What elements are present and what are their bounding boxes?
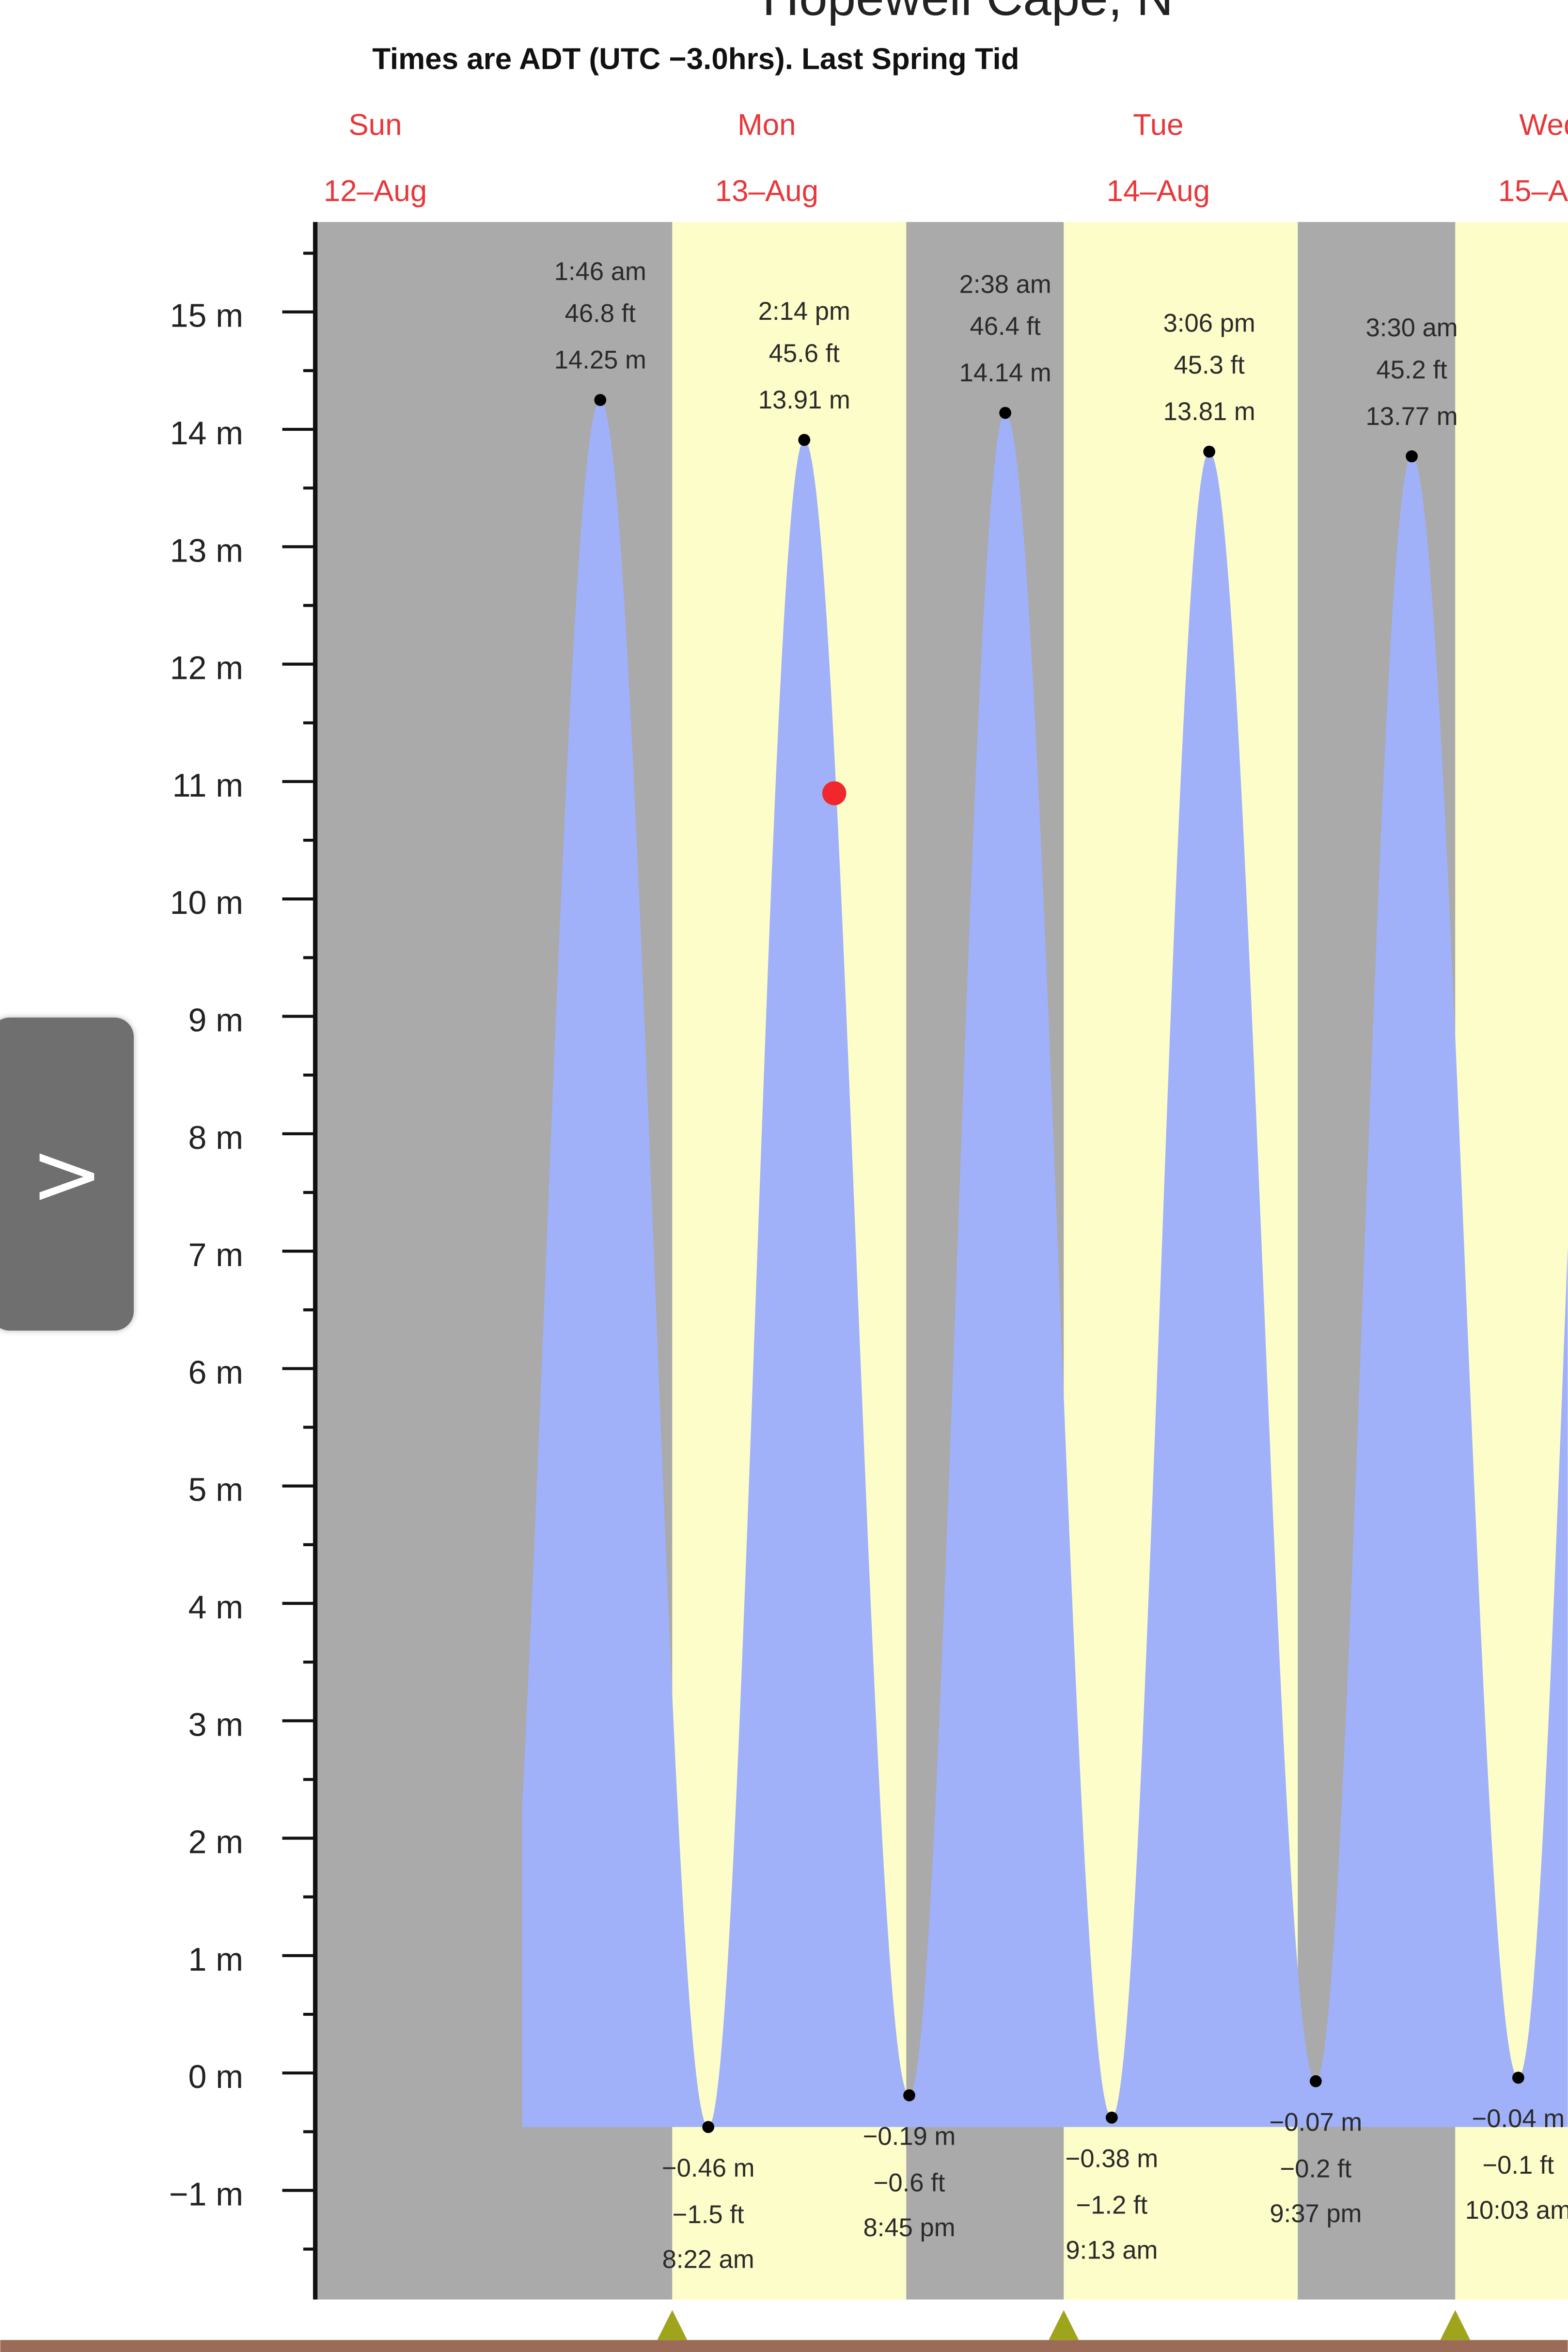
high-label-time: 3:06 pm: [1163, 309, 1255, 337]
low-tide-point: [1106, 2111, 1118, 2124]
high-label-ft: 45.2 ft: [1376, 356, 1447, 384]
high-label-m: 13.81 m: [1163, 397, 1255, 426]
low-label-time: 8:45 pm: [863, 2213, 955, 2242]
y-tick-label: 8 m: [188, 1119, 243, 1156]
high-label-m: 13.91 m: [758, 386, 850, 414]
high-label-time: 3:30 am: [1365, 314, 1458, 342]
low-label-ft: −0.1 ft: [1482, 2151, 1554, 2180]
day-date: 12–Aug: [324, 174, 427, 208]
y-tick-label: 11 m: [172, 767, 243, 804]
y-tick-label: 0 m: [188, 2058, 243, 2095]
tide-area: [522, 400, 1568, 2127]
y-tick-label: 13 m: [170, 532, 243, 569]
low-label-time: 9:13 am: [1066, 2236, 1158, 2264]
low-tide-point: [1512, 2071, 1524, 2084]
ground-strip: [0, 2340, 1568, 2352]
high-label-ft: 45.3 ft: [1174, 351, 1245, 379]
low-label-time: 8:22 am: [662, 2245, 754, 2274]
y-tick-label: 1 m: [188, 1941, 243, 1978]
panel-toggle-button[interactable]: >: [0, 1018, 134, 1331]
low-tide-point: [1310, 2075, 1322, 2087]
low-label-m: −0.46 m: [662, 2154, 755, 2182]
high-label-m: 14.14 m: [959, 359, 1051, 387]
sun-markers: [657, 2310, 1471, 2340]
high-label-ft: 45.6 ft: [769, 339, 840, 368]
bottom-strip: [0, 2310, 1568, 2352]
day-date: 15–Aug: [1498, 174, 1568, 208]
high-tide-point: [798, 434, 811, 446]
high-label-time: 2:14 pm: [758, 297, 850, 326]
y-tick-label: 12 m: [170, 650, 243, 687]
y-axis: 15 m 14 m 13 m 12 m 11 m 10 m 9 m 8 m 7 m 6 m 5 m 4…: [169, 222, 318, 2300]
y-tick-label: 10 m: [170, 884, 243, 921]
day-weekday: Sun: [348, 109, 402, 142]
high-label-m: 14.25 m: [554, 345, 646, 374]
day-date: 14–Aug: [1107, 174, 1210, 208]
low-label-ft: −0.6 ft: [874, 2168, 945, 2197]
low-tide-point: [903, 2089, 915, 2101]
low-label-m: −0.19 m: [863, 2122, 956, 2150]
high-label-ft: 46.8 ft: [565, 299, 636, 328]
y-tick-label: 4 m: [188, 1589, 243, 1626]
high-label-m: 13.77 m: [1365, 402, 1458, 431]
high-label-time: 2:38 am: [959, 270, 1051, 298]
y-tick-label: 14 m: [170, 415, 243, 452]
y-tick-label: 7 m: [188, 1237, 243, 1273]
low-label-m: −0.07 m: [1270, 2108, 1363, 2136]
day-weekday: Mon: [737, 109, 796, 142]
day-date: 13–Aug: [715, 174, 818, 208]
low-tide-point: [702, 2121, 715, 2133]
y-tick-label: −1 m: [169, 2176, 243, 2212]
day-labels: Sun 12–Aug Mon 13–Aug Tue 14–Aug Wed 15–Aug: [324, 109, 1568, 208]
low-label-ft: −0.2 ft: [1280, 2154, 1352, 2183]
y-tick-label: 3 m: [188, 1706, 243, 1743]
low-label-m: −0.04 m: [1472, 2104, 1565, 2133]
y-tick-label: 15 m: [170, 298, 243, 334]
chart-subtitle: Times are ADT (UTC −3.0hrs). Last Spring…: [372, 42, 1019, 76]
y-tick-label: 9 m: [188, 1002, 243, 1038]
low-label-time: 10:03 am: [1465, 2196, 1568, 2225]
y-tick-label: 6 m: [188, 1354, 243, 1391]
low-label-ft: −1.5 ft: [673, 2200, 744, 2229]
y-tick-label: 5 m: [188, 1472, 243, 1508]
high-tide-point: [999, 407, 1011, 419]
day-weekday: Tue: [1133, 109, 1183, 142]
high-tide-point: [594, 394, 607, 406]
y-tick-label: 2 m: [188, 1824, 243, 1861]
low-label-ft: −1.2 ft: [1076, 2191, 1148, 2219]
low-label-m: −0.38 m: [1066, 2144, 1159, 2173]
chart-title: Hopewell Cape, N: [762, 0, 1173, 26]
current-time-marker: [822, 781, 847, 805]
low-label-time: 9:37 pm: [1270, 2199, 1362, 2228]
extreme-markers: 1:46 am 46.8 ft 14.25 m −0.46 m −1.5 ft 8:22 …: [554, 257, 1568, 2274]
high-tide-point: [1203, 445, 1216, 458]
high-tide-point: [1406, 450, 1418, 463]
day-weekday: Wed: [1519, 109, 1568, 142]
high-label-ft: 46.4 ft: [970, 312, 1041, 341]
chevron-right-icon: >: [30, 1123, 104, 1225]
high-label-time: 1:46 am: [554, 257, 646, 286]
